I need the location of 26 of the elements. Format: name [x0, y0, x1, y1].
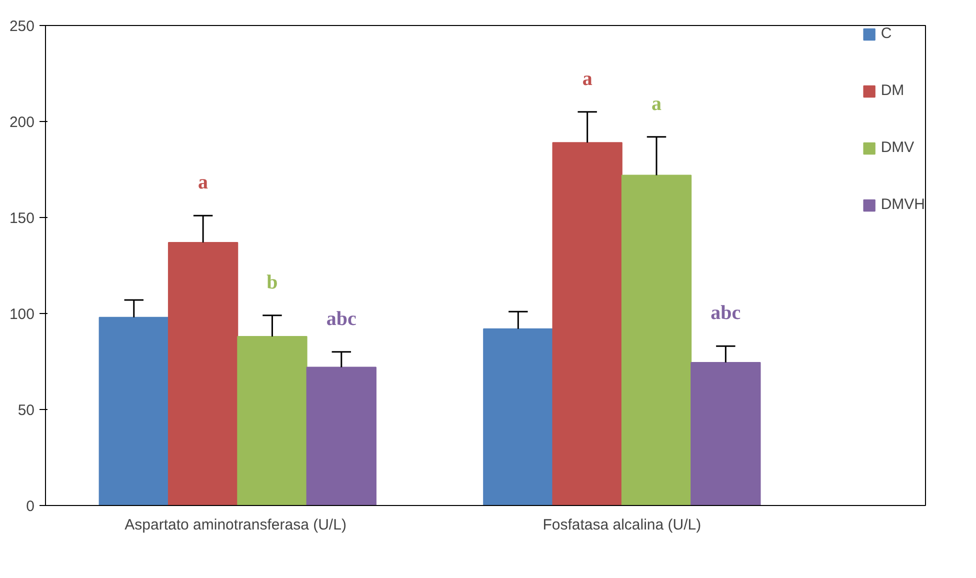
x-tick-label: Fosfatasa alcalina (U/L) [542, 516, 702, 534]
bar [168, 242, 238, 506]
bar [306, 366, 376, 506]
y-tick-label: 50 [18, 402, 35, 419]
bar [483, 328, 554, 506]
annotation: a [652, 92, 662, 115]
annotation: abc [326, 308, 357, 330]
y-tick-label: 0 [26, 498, 34, 515]
x-tick-label: Aspartato aminotransferasa (U/L) [124, 516, 346, 534]
legend-label: C [880, 25, 893, 42]
y-tick-label: 100 [9, 306, 35, 323]
bar [98, 316, 169, 506]
bar [237, 336, 308, 506]
y-tick-label: 150 [9, 210, 35, 227]
legend-label: DMVH [880, 196, 925, 213]
y-tick-label: 250 [9, 18, 35, 35]
annotation: abc [710, 302, 741, 324]
legend-label: DM [880, 82, 904, 99]
annotation: a [198, 172, 208, 194]
bar [552, 142, 622, 506]
y-tick-label: 200 [9, 114, 35, 131]
bar [621, 174, 692, 506]
bar [690, 362, 761, 506]
annotation: b [266, 271, 278, 294]
annotation: a [582, 68, 592, 90]
legend-label: DMV [880, 139, 914, 156]
